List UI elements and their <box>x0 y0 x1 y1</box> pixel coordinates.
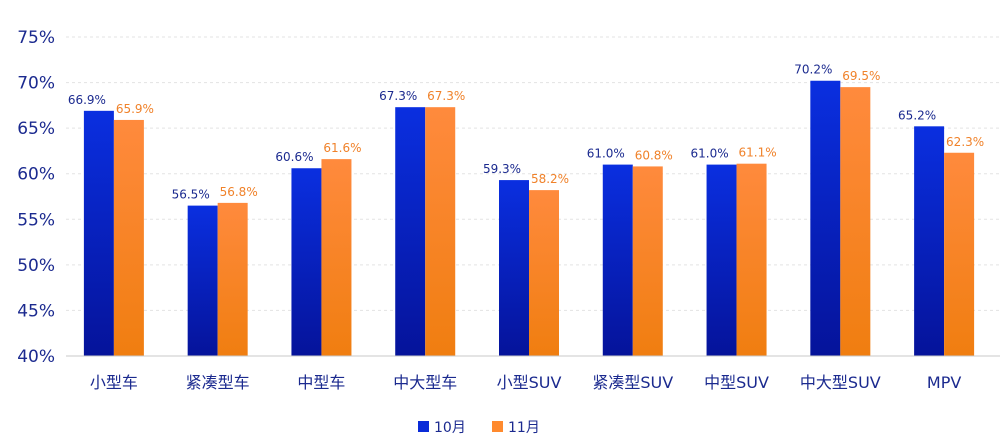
bar-nov <box>217 202 248 356</box>
bar-oct <box>914 126 945 356</box>
bar-nov <box>840 87 871 356</box>
y-tick-label: 70% <box>17 74 55 94</box>
data-label: 66.9% <box>68 93 106 107</box>
data-label: 69.5% <box>842 69 880 83</box>
y-axis: 40% 45% 50% 55% 60% 65% 70% 75% <box>17 28 55 367</box>
legend-swatch <box>492 421 503 432</box>
x-tick-label: 中大型SUV <box>800 373 881 392</box>
bar-oct <box>83 110 114 356</box>
y-tick-label: 40% <box>17 347 55 367</box>
y-tick-label: 65% <box>17 119 55 139</box>
bar-nov <box>736 163 767 356</box>
bar-oct <box>291 168 322 356</box>
legend: 10月 11月 <box>418 420 540 436</box>
bar-oct <box>395 107 426 357</box>
data-label: 59.3% <box>483 162 521 176</box>
y-tick-label: 75% <box>17 28 55 48</box>
x-tick-label: 中大型车 <box>393 373 457 392</box>
bar-oct <box>706 164 737 356</box>
x-tick-label: 紧凑型SUV <box>592 373 673 392</box>
x-tick-label: 小型SUV <box>497 373 562 392</box>
data-label: 61.0% <box>690 147 728 161</box>
data-label: 60.8% <box>635 148 673 162</box>
data-label: 67.3% <box>379 89 417 103</box>
bar-nov <box>529 190 559 356</box>
data-label: 61.0% <box>587 147 625 161</box>
bar-nov <box>321 159 352 356</box>
bar-nov <box>632 166 663 356</box>
legend-label: 11月 <box>508 420 540 436</box>
bar-nov <box>944 152 975 356</box>
y-tick-label: 55% <box>17 210 55 230</box>
legend-label: 10月 <box>434 420 466 436</box>
data-label: 65.9% <box>116 102 154 116</box>
bar-oct <box>810 80 841 357</box>
bars <box>83 80 975 357</box>
y-tick-label: 60% <box>17 165 55 185</box>
data-label: 65.2% <box>898 108 936 122</box>
y-tick-label: 45% <box>17 301 55 321</box>
x-tick-label: 中型SUV <box>704 373 769 392</box>
data-label: 70.2% <box>794 63 832 77</box>
data-label: 61.1% <box>738 146 776 160</box>
bar-nov <box>113 119 144 356</box>
bar-oct <box>187 205 218 356</box>
x-tick-label: MPV <box>927 373 961 392</box>
y-tick-label: 50% <box>17 256 55 276</box>
data-label: 60.6% <box>275 150 313 164</box>
x-tick-label: 中型车 <box>297 373 345 392</box>
x-tick-label: 紧凑型车 <box>186 373 250 392</box>
legend-swatch <box>418 421 429 432</box>
data-labels: 66.9% 65.9% 56.5% 56.8% 60.6% 61.6% 67.3% 67.3%… <box>68 63 984 202</box>
data-label: 62.3% <box>946 135 984 149</box>
data-label: 56.8% <box>220 185 258 199</box>
data-label: 61.6% <box>323 141 361 155</box>
x-axis: 小型车 紧凑型车 中型车 中大型车 小型SUV 紧凑型SUV 中型SUV 中大型SUV MPV <box>66 355 1000 392</box>
bar-oct <box>602 164 633 356</box>
data-label: 67.3% <box>427 89 465 103</box>
data-label: 56.5% <box>172 188 210 202</box>
bar-nov <box>425 107 456 357</box>
x-tick-label: 小型车 <box>90 373 138 392</box>
data-label: 58.2% <box>531 172 569 186</box>
bar-oct <box>499 180 529 356</box>
